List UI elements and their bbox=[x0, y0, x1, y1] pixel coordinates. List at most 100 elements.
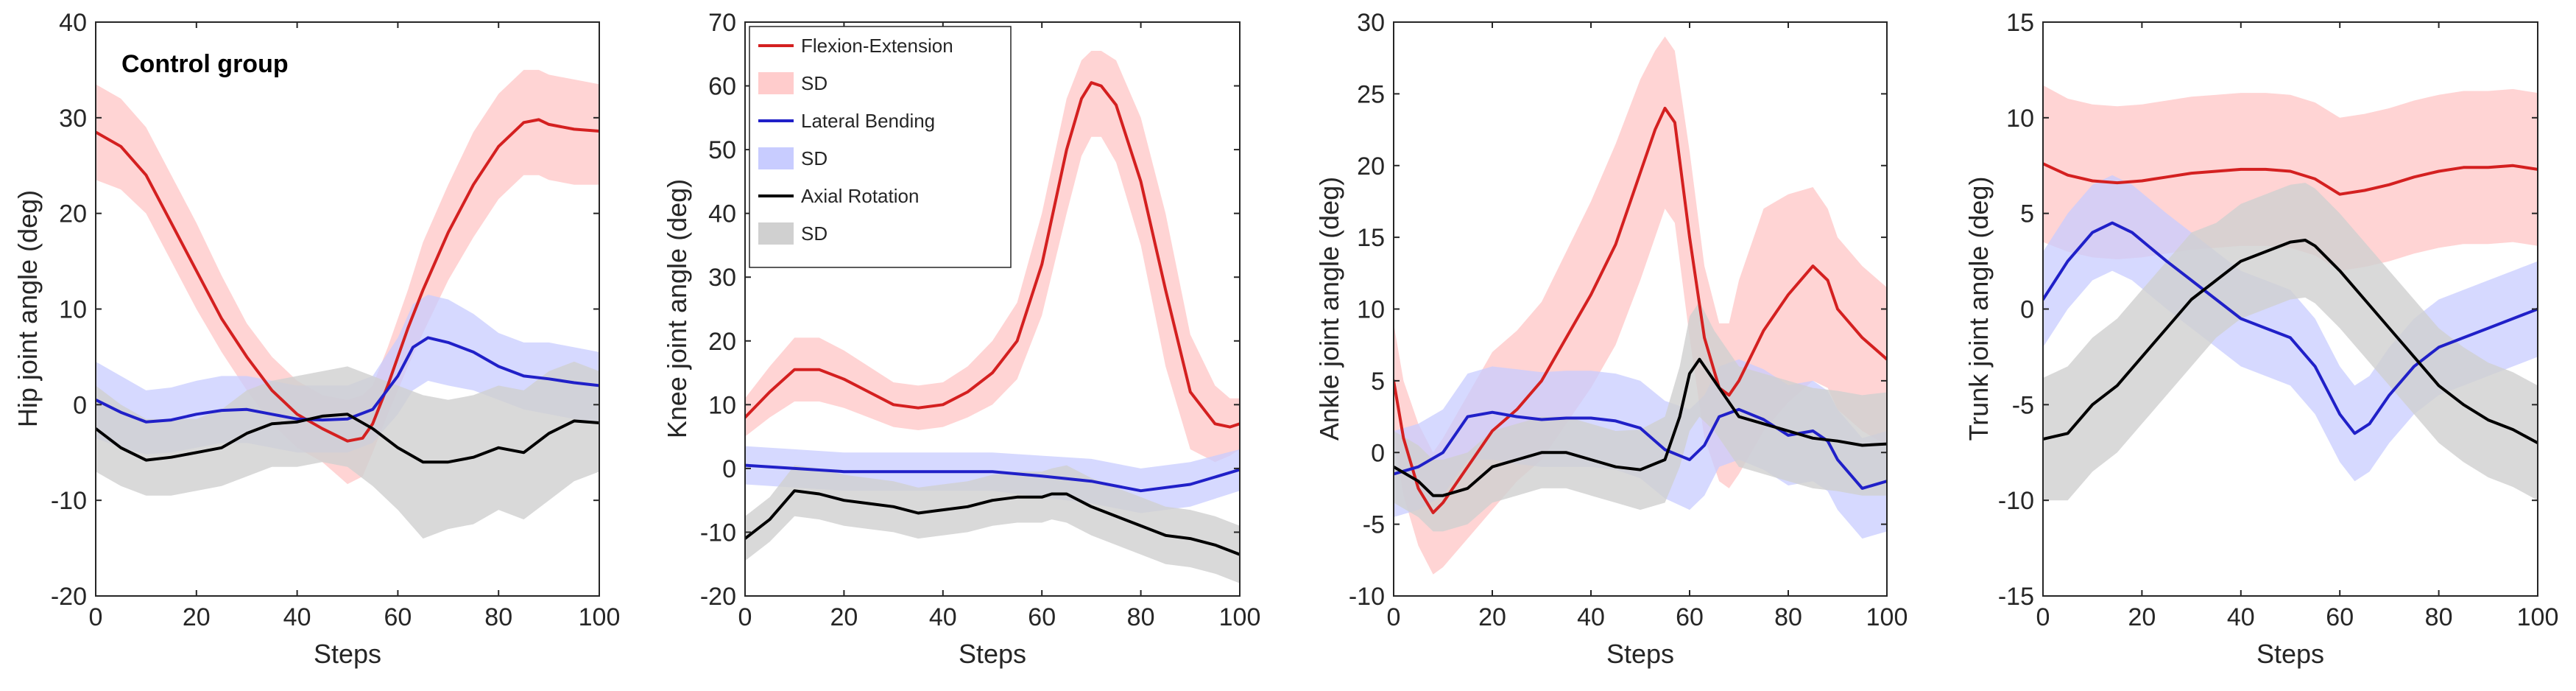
control-group-annotation: Control group bbox=[121, 50, 289, 78]
ankle-x-tick-label: 80 bbox=[1774, 603, 1802, 631]
legend-label-flexion-sd: SD bbox=[801, 72, 828, 94]
legend-label-lateral-sd: SD bbox=[801, 147, 828, 169]
knee-y-tick-label: -20 bbox=[700, 583, 736, 611]
ankle-panel: 0 20 40 60 80 100 -10 -5 0 5 10 15 20 25 30 Steps Ankl… bbox=[1314, 9, 1908, 669]
hip-y-tick-label: 40 bbox=[59, 9, 87, 37]
hip-flexion-extension-sd-band bbox=[96, 69, 599, 485]
ankle-y-tick-label: 0 bbox=[1371, 439, 1385, 467]
knee-series-layer bbox=[745, 51, 1240, 583]
hip-y-tick-label: 10 bbox=[59, 296, 87, 324]
hip-y-tick-label: 0 bbox=[73, 391, 87, 419]
knee-x-tick-label: 20 bbox=[830, 603, 858, 631]
hip-x-tick-label: 100 bbox=[579, 603, 621, 631]
knee-x-axis-label: Steps bbox=[959, 639, 1026, 669]
knee-y-tick-label: 0 bbox=[722, 455, 736, 483]
hip-lateral-bending-line bbox=[96, 336, 599, 424]
hip-x-axis-label: Steps bbox=[314, 639, 381, 669]
knee-axial-rotation-line bbox=[745, 489, 1240, 556]
ankle-y-tick-label: 10 bbox=[1357, 296, 1385, 324]
hip-flexion-extension-line bbox=[96, 118, 599, 443]
knee-y-axis-label: Knee joint angle (deg) bbox=[662, 179, 692, 438]
knee-y-tick-label: 70 bbox=[708, 9, 736, 37]
knee-x-tick-label: 40 bbox=[929, 603, 957, 631]
hip-y-axis-label: Hip joint angle (deg) bbox=[13, 190, 43, 427]
knee-x-tick-label: 100 bbox=[1219, 603, 1261, 631]
knee-axes-frame bbox=[744, 21, 1241, 597]
legend-swatch-axial-sd bbox=[758, 222, 794, 245]
ankle-x-tick-label: 100 bbox=[1866, 603, 1908, 631]
trunk-y-tick-label: 0 bbox=[2020, 296, 2034, 324]
hip-series-layer bbox=[96, 69, 599, 539]
knee-y-tick-label: 20 bbox=[708, 328, 736, 356]
hip-ticks-layer: 0 20 40 60 80 100 -20 -10 0 10 20 30 40 bbox=[51, 9, 621, 631]
legend-label-lateral: Lateral Bending bbox=[801, 110, 935, 132]
legend-label-axial-sd: SD bbox=[801, 222, 828, 245]
ankle-y-tick-label: 30 bbox=[1357, 9, 1385, 37]
trunk-y-tick-label: 10 bbox=[2006, 105, 2034, 133]
ankle-y-tick-label: 25 bbox=[1357, 80, 1385, 108]
legend-swatch-flexion-sd bbox=[758, 72, 794, 94]
knee-y-tick-label: 50 bbox=[708, 136, 736, 164]
knee-flexion-extension-line bbox=[745, 81, 1240, 429]
knee-flexion-extension-sd-band bbox=[745, 51, 1240, 463]
hip-y-tick-label: -10 bbox=[51, 487, 87, 515]
trunk-ticks-layer: 0 20 40 60 80 100 -15 -10 -5 0 5 10 15 bbox=[1998, 9, 2559, 631]
hip-y-tick-label: 20 bbox=[59, 200, 87, 228]
knee-y-tick-label: 60 bbox=[708, 73, 736, 101]
ankle-y-tick-label: 5 bbox=[1371, 368, 1385, 396]
knee-y-tick-label: -10 bbox=[700, 519, 736, 547]
hip-axial-rotation-sd-band bbox=[96, 361, 599, 539]
knee-y-tick-label: 30 bbox=[708, 264, 736, 292]
knee-axial-rotation-sd-band bbox=[745, 465, 1240, 583]
trunk-y-tick-label: -15 bbox=[1998, 583, 2034, 611]
hip-axial-rotation-line bbox=[96, 413, 599, 464]
ankle-lateral-bending-line bbox=[1394, 407, 1887, 490]
knee-y-tick-label: 40 bbox=[708, 200, 736, 228]
trunk-axial-rotation-line bbox=[2043, 239, 2538, 445]
ankle-x-tick-label: 20 bbox=[1478, 603, 1506, 631]
hip-x-tick-label: 0 bbox=[89, 603, 103, 631]
knee-x-tick-label: 0 bbox=[738, 603, 752, 631]
trunk-x-tick-label: 20 bbox=[2128, 603, 2156, 631]
trunk-x-axis-label: Steps bbox=[2256, 639, 2324, 669]
knee-ticks-layer: 0 20 40 60 80 100 -20 -10 0 10 20 30 40 50 60 70 bbox=[700, 9, 1261, 631]
trunk-flexion-extension-line bbox=[2043, 162, 2538, 196]
legend: Flexion-Extension SD Lateral Bending SD … bbox=[749, 26, 1012, 268]
legend-label-flexion: Flexion-Extension bbox=[801, 35, 953, 57]
legend-label-axial: Axial Rotation bbox=[801, 185, 919, 207]
knee-lateral-bending-line bbox=[745, 463, 1240, 493]
knee-y-tick-label: 10 bbox=[708, 391, 736, 419]
ankle-ticks-layer: 0 20 40 60 80 100 -10 -5 0 5 10 15 20 25 30 bbox=[1349, 9, 1908, 631]
hip-panel: 0 20 40 60 80 100 -20 -10 0 10 20 30 40 Steps Hip jo… bbox=[13, 9, 620, 669]
knee-x-tick-label: 80 bbox=[1127, 603, 1155, 631]
ankle-x-axis-label: Steps bbox=[1606, 639, 1674, 669]
trunk-x-tick-label: 100 bbox=[2517, 603, 2559, 631]
trunk-series-layer bbox=[2043, 85, 2538, 501]
hip-x-tick-label: 20 bbox=[183, 603, 211, 631]
trunk-x-tick-label: 0 bbox=[2036, 603, 2050, 631]
trunk-panel: 0 20 40 60 80 100 -15 -10 -5 0 5 10 15 Steps Trunk j… bbox=[1963, 9, 2558, 669]
ankle-y-tick-label: -5 bbox=[1363, 511, 1385, 539]
trunk-y-axis-label: Trunk joint angle (deg) bbox=[1963, 177, 1994, 441]
ankle-flexion-extension-line bbox=[1394, 106, 1887, 514]
ankle-series-layer bbox=[1394, 36, 1887, 575]
hip-y-tick-label: -20 bbox=[51, 583, 87, 611]
hip-x-tick-label: 40 bbox=[283, 603, 311, 631]
legend-swatch-lateral-sd bbox=[758, 147, 794, 169]
trunk-y-tick-label: 5 bbox=[2020, 200, 2034, 228]
hip-y-tick-label: 30 bbox=[59, 105, 87, 133]
hip-x-tick-label: 60 bbox=[384, 603, 412, 631]
ankle-x-tick-label: 40 bbox=[1577, 603, 1605, 631]
ankle-y-tick-label: -10 bbox=[1349, 583, 1385, 611]
ankle-axial-rotation-line bbox=[1394, 357, 1887, 497]
trunk-y-tick-label: -10 bbox=[1998, 487, 2034, 515]
knee-x-tick-label: 60 bbox=[1028, 603, 1056, 631]
trunk-lateral-bending-line bbox=[2043, 221, 2538, 435]
hip-x-tick-label: 80 bbox=[484, 603, 512, 631]
trunk-x-tick-label: 60 bbox=[2326, 603, 2354, 631]
trunk-y-tick-label: -5 bbox=[2012, 391, 2034, 419]
trunk-x-tick-label: 80 bbox=[2425, 603, 2453, 631]
ankle-x-tick-label: 0 bbox=[1387, 603, 1401, 631]
